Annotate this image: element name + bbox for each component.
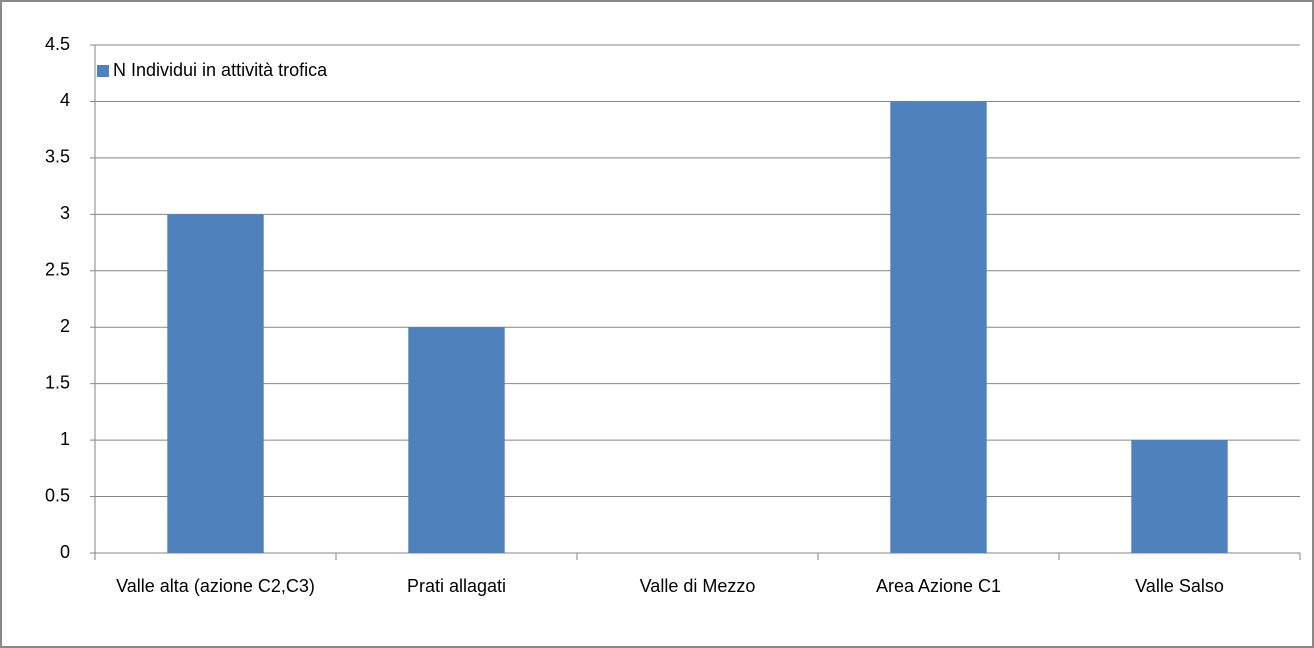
x-tick-label: Prati allagati (406, 576, 507, 596)
bar (890, 101, 987, 553)
y-tick-label: 4 (60, 90, 70, 110)
bar (408, 327, 505, 553)
legend-swatch (97, 65, 109, 77)
legend-label: N Individui in attività trofica (113, 60, 328, 80)
y-tick-label: 2.5 (45, 260, 70, 280)
x-tick-label: Valle di Mezzo (639, 576, 756, 596)
y-tick-label: 1.5 (45, 372, 70, 392)
y-tick-label: 2 (60, 316, 70, 336)
y-tick-label: 4.5 (45, 34, 70, 54)
y-tick-label: 0.5 (45, 485, 70, 505)
y-tick-label: 1 (60, 429, 70, 449)
y-tick-label: 0 (60, 542, 70, 562)
x-tick-label: Area Azione C1 (875, 576, 1002, 596)
x-tick-label: Valle Salso (1135, 576, 1224, 596)
x-tick-label: Valle alta (azione C2,C3) (116, 576, 315, 596)
bar (167, 214, 264, 554)
y-tick-label: 3.5 (45, 147, 70, 167)
y-tick-label: 3 (60, 203, 70, 223)
bar (1131, 440, 1228, 553)
